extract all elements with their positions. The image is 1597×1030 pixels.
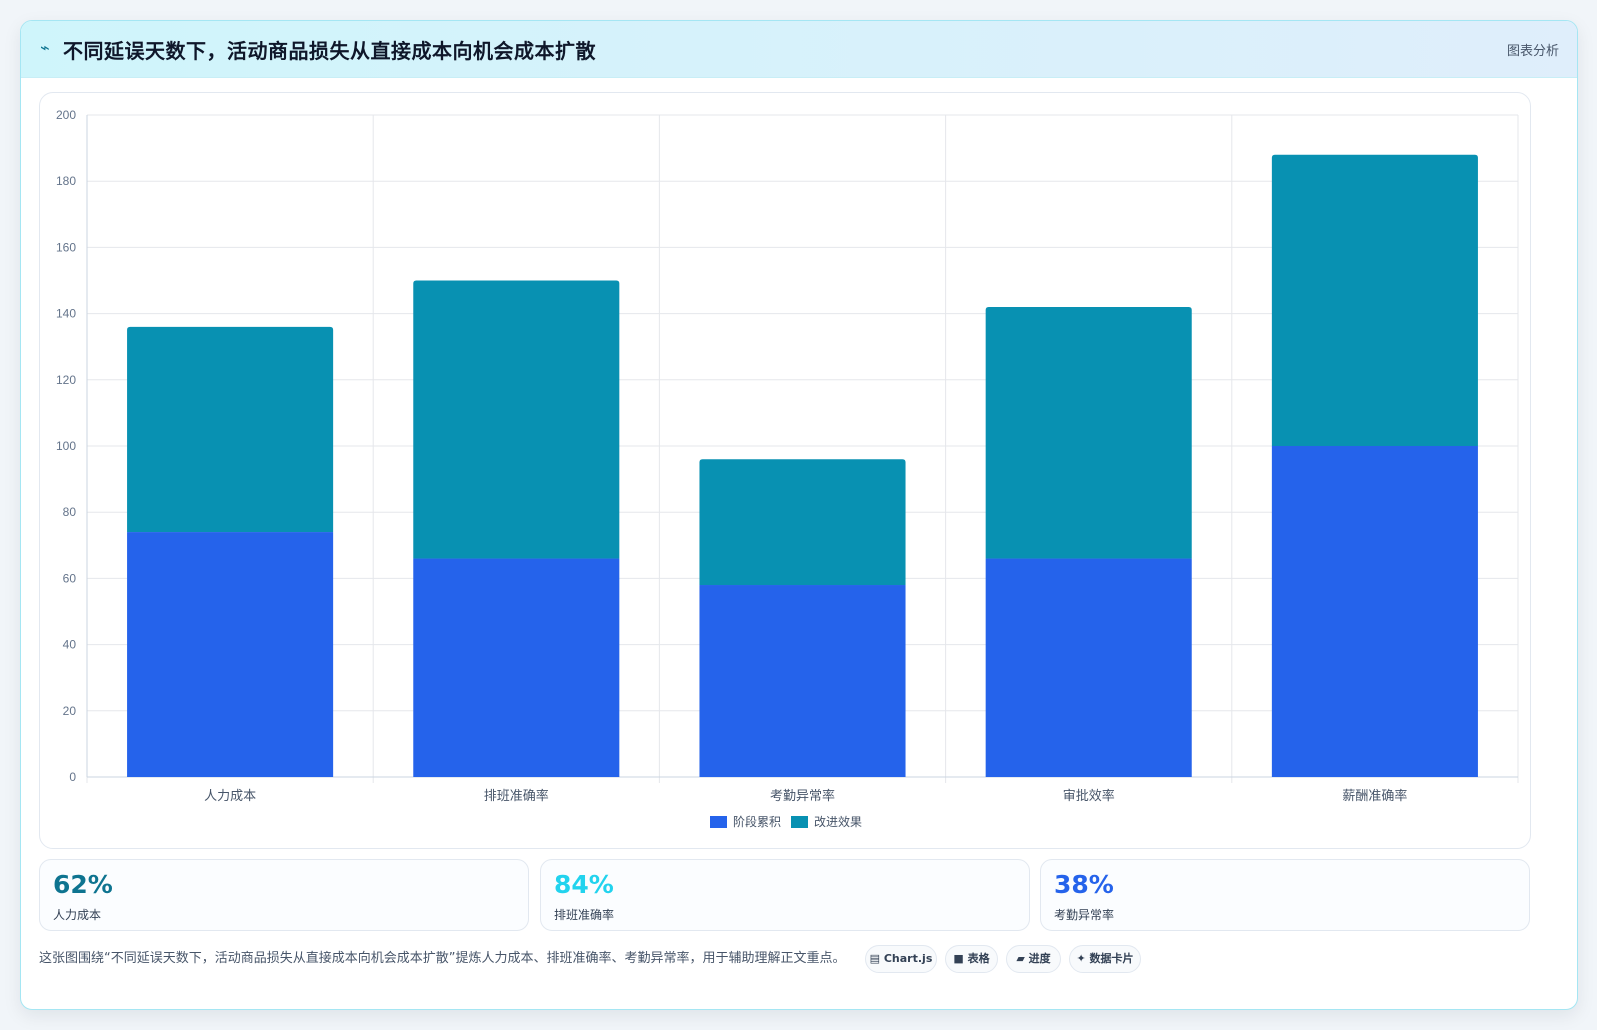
bar-segment	[985, 306, 1192, 559]
bar-segment	[127, 532, 334, 777]
chart-description: 这张图围绕“不同延误天数下，活动商品损失从直接成本向机会成本扩散”提炼人力成本、…	[39, 951, 846, 966]
card-header: ⌁ 不同延误天数下，活动商品损失从直接成本向机会成本扩散 图表分析	[21, 21, 1577, 78]
chart-card: ⌁ 不同延误天数下，活动商品损失从直接成本向机会成本扩散 图表分析 0 20 40 6…	[20, 20, 1578, 1010]
bar-segment	[413, 558, 620, 777]
x-tick-label: 排班准确率	[484, 788, 549, 804]
bar-segment	[699, 459, 906, 586]
chart-icon: ▤	[869, 952, 881, 965]
progress-icon: ▰	[1016, 952, 1025, 965]
header-tag: 图表分析	[1506, 44, 1559, 59]
card-icon: ✦	[1076, 952, 1086, 965]
x-tick-label: 考勤异常率	[770, 788, 835, 804]
y-tick-label: 100	[56, 439, 76, 453]
y-tick-label: 0	[69, 770, 76, 784]
y-tick-label: 180	[56, 174, 76, 188]
chip-progress[interactable]: ▰ 进度	[1006, 945, 1061, 973]
y-tick-label: 20	[63, 704, 77, 718]
x-tick-label: 人力成本	[204, 789, 256, 804]
kpi-label: 考勤异常率	[1054, 908, 1115, 922]
x-tick-label: 薪酬准确率	[1342, 788, 1407, 804]
chip-label: 进度	[1028, 952, 1051, 965]
kpi-value: 62%	[53, 870, 113, 899]
chart-container: 0 20 40 60 80 100 120 140 160 180 200 人力成本 排班准确率 考勤异常…	[39, 92, 1531, 849]
table-icon: ■	[953, 952, 964, 965]
kpi-value: 84%	[554, 870, 614, 899]
y-tick-label: 80	[63, 505, 77, 519]
bar-segment	[127, 326, 334, 533]
legend-swatch	[791, 816, 808, 828]
y-tick-label: 40	[63, 638, 77, 652]
bar-segment	[985, 558, 1192, 777]
kpi-label: 人力成本	[53, 908, 102, 922]
y-tick-label: 120	[56, 373, 76, 387]
kpi-card-3: 38% 考勤异常率	[1040, 859, 1530, 931]
chip-data-card[interactable]: ✦ 数据卡片	[1069, 945, 1141, 973]
bar-segment	[1271, 154, 1478, 446]
kpi-value: 38%	[1054, 870, 1114, 899]
bar-segment	[699, 585, 906, 777]
kpi-card-2: 84% 排班准确率	[540, 859, 1030, 931]
chip-label: Chart.js	[883, 952, 933, 965]
x-tick-label: 审批效率	[1063, 788, 1115, 804]
kpi-label: 排班准确率	[554, 908, 615, 922]
legend-swatch	[710, 816, 727, 828]
chip-label: 数据卡片	[1089, 952, 1134, 965]
y-tick-label: 160	[56, 240, 76, 254]
legend-label: 改进效果	[814, 814, 862, 829]
y-tick-label: 140	[56, 307, 76, 321]
trend-icon: ⌁	[40, 38, 50, 57]
kpi-card-1: 62% 人力成本	[39, 859, 529, 931]
bar-segment	[1271, 446, 1478, 777]
bar-segment	[413, 280, 620, 559]
y-tick-label: 60	[63, 571, 77, 585]
stacked-bar-chart: 0 20 40 60 80 100 120 140 160 180 200 人力成本 排班准确率 考勤异常…	[56, 108, 1519, 829]
chip-label: 表格	[967, 952, 990, 965]
legend-label: 阶段累积	[733, 814, 781, 829]
chip-chartjs[interactable]: ▤ Chart.js	[865, 945, 937, 973]
y-tick-label: 200	[56, 108, 76, 122]
chart-title: 不同延误天数下，活动商品损失从直接成本向机会成本扩散	[63, 39, 596, 63]
chip-table[interactable]: ■ 表格	[945, 945, 998, 973]
